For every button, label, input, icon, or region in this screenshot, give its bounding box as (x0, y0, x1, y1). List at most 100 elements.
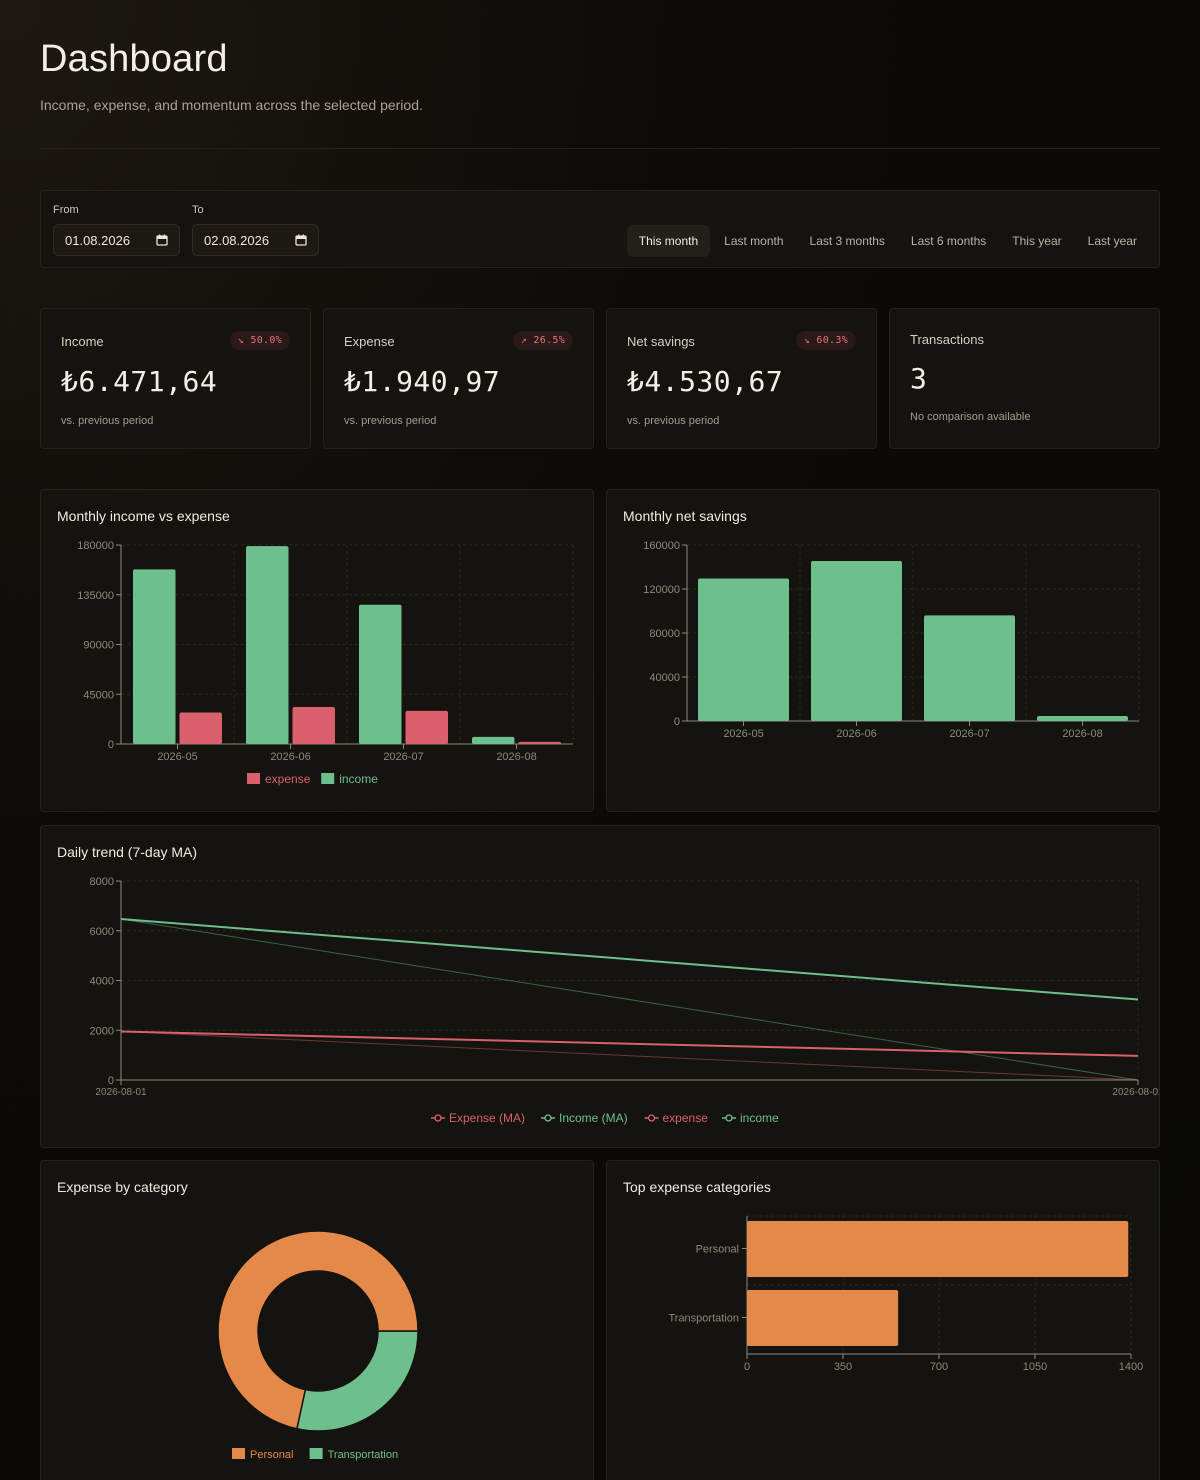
to-date-input[interactable]: 02.08.2026 (192, 224, 319, 256)
x-tick-label: 2026-08 (496, 751, 536, 763)
page-subtitle: Income, expense, and momentum across the… (40, 97, 423, 113)
daily-trend-chart: 0 2000 4000 6000 8000 2026-08-01 2026-08-02 Exp… (90, 876, 1159, 1125)
x-tick-label: 2026-08-02 (1112, 1087, 1159, 1098)
line-expense-ma- (120, 1030, 1139, 1057)
bar-expense (405, 710, 448, 744)
y-tick-label: 6000 (90, 926, 114, 938)
page-title: Dashboard (40, 38, 228, 80)
period-presets: This month Last month Last 3 months Last… (626, 225, 1149, 257)
kpi-label: Net savings (627, 334, 695, 349)
chart-title: Daily trend (7-day MA) (57, 844, 198, 860)
kpi-label: Transactions (910, 332, 984, 347)
x-tick-label: 2026-05 (157, 751, 197, 763)
kpi-value: ₺4.530,67 (627, 365, 784, 398)
x-tick-label: 2026-06 (270, 751, 310, 763)
x-tick-label: 1050 (1023, 1361, 1047, 1373)
from-label: From (53, 204, 79, 216)
x-tick-label: 2026-08-01 (95, 1087, 147, 1098)
to-date-value: 02.08.2026 (204, 232, 270, 248)
bar-income (359, 604, 402, 744)
kpi-value: 3 (910, 362, 928, 395)
header-divider (40, 148, 1160, 149)
kpi-label: Expense (344, 334, 395, 349)
expense-by-category-card: Expense by category Personal Transportati… (40, 1160, 594, 1480)
income-vs-expense-chart: 0 45000 90000 135000 180000 2026-05 2026-06 202… (77, 540, 574, 786)
legend-marker (544, 1114, 552, 1122)
line-expense (120, 1030, 1139, 1081)
legend-label-income: income (339, 772, 378, 786)
daily-trend-card: Daily trend (7-day MA) 0 2000 4000 6000 8000… (40, 825, 1160, 1148)
y-tick-label: 135000 (77, 590, 114, 602)
x-tick-label: 2026-06 (836, 728, 876, 740)
kpi-label: Income (61, 334, 104, 349)
from-date-input[interactable]: 01.08.2026 (53, 224, 180, 256)
legend-label-transportation: Transportation (328, 1449, 399, 1461)
preset-last-month[interactable]: Last month (724, 234, 784, 248)
y-tick-label: Transportation (668, 1313, 739, 1325)
kpi-card-expense: Expense ↗ 26.5% ₺1.940,97 vs. previous p… (323, 308, 594, 449)
legend-swatch-personal (232, 1448, 245, 1459)
y-tick-label: 2000 (90, 1025, 114, 1037)
y-tick-label: 0 (674, 716, 680, 728)
line-income (120, 918, 1139, 1081)
legend-label: expense (663, 1111, 709, 1125)
pie-slice-personal (217, 1230, 419, 1430)
top-expense-categories-card: Top expense categories 0 350 700 1050 1400 Pe… (606, 1160, 1160, 1480)
legend-swatch-expense (247, 773, 260, 784)
legend-label-expense: expense (265, 772, 311, 786)
legend-label: Expense (MA) (449, 1111, 525, 1125)
bar-net-savings (811, 560, 902, 721)
x-tick-label: 2026-07 (949, 728, 989, 740)
kpi-note: vs. previous period (627, 415, 720, 427)
y-tick-label: 40000 (649, 672, 680, 684)
kpi-value: ₺6.471,64 (61, 365, 218, 398)
bar-income (133, 569, 176, 744)
y-tick-label: 180000 (77, 540, 114, 552)
bar-personal (747, 1221, 1129, 1277)
bar-expense (179, 712, 222, 744)
preset-this-month[interactable]: This month (626, 225, 711, 257)
line-income-ma- (120, 918, 1139, 1001)
bar-income (472, 736, 515, 744)
legend-label-personal: Personal (250, 1449, 293, 1461)
y-tick-label: 8000 (90, 876, 114, 888)
chart-title: Top expense categories (623, 1179, 771, 1195)
from-date-value: 01.08.2026 (65, 232, 131, 248)
y-tick-label: 4000 (90, 976, 114, 988)
expense-by-category-chart: Personal Transportation (217, 1230, 419, 1461)
y-tick-label: 45000 (83, 689, 114, 701)
kpi-card-net-savings: Net savings ↘ 60.3% ₺4.530,67 vs. previo… (606, 308, 877, 449)
bar-expense (518, 741, 561, 744)
legend-marker (434, 1114, 442, 1122)
bar-net-savings (1037, 716, 1128, 721)
y-tick-label: 90000 (83, 640, 114, 652)
bar-net-savings (698, 578, 789, 721)
kpi-card-transactions: Transactions 3 No comparison available (889, 308, 1160, 449)
preset-last-year[interactable]: Last year (1087, 234, 1137, 248)
legend-swatch-income (321, 773, 335, 784)
pie-slice-transportation (295, 1330, 419, 1432)
preset-last-3-months[interactable]: Last 3 months (809, 234, 885, 248)
preset-this-year[interactable]: This year (1012, 234, 1062, 248)
x-tick-label: 2026-07 (383, 751, 423, 763)
chart-title: Monthly income vs expense (57, 508, 230, 524)
kpi-note: vs. previous period (61, 415, 154, 427)
calendar-icon[interactable] (295, 234, 307, 246)
x-tick-label: 700 (930, 1361, 948, 1373)
x-tick-label: 2026-05 (723, 728, 763, 740)
legend-label: income (740, 1111, 779, 1125)
x-tick-label: 1400 (1119, 1361, 1143, 1373)
x-tick-label: 0 (744, 1361, 750, 1373)
y-tick-label: 0 (108, 1075, 114, 1087)
preset-last-6-months[interactable]: Last 6 months (910, 234, 987, 248)
kpi-change-badge: ↘ 50.0% (229, 331, 290, 350)
kpi-value: ₺1.940,97 (344, 365, 501, 398)
y-tick-label: 0 (108, 739, 114, 751)
net-savings-chart: 0 40000 80000 120000 160000 2026-05 2026-06 202… (643, 540, 1140, 740)
y-tick-label: 80000 (649, 628, 680, 640)
legend-marker (647, 1114, 656, 1122)
calendar-icon[interactable] (156, 234, 168, 246)
chart-title: Expense by category (57, 1179, 188, 1195)
legend-swatch-transportation (309, 1448, 323, 1459)
kpi-card-income: Income ↘ 50.0% ₺6.471,64 vs. previous pe… (40, 308, 311, 449)
